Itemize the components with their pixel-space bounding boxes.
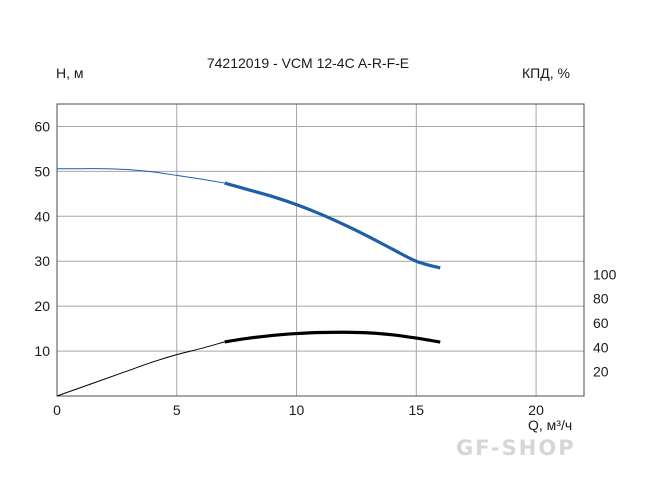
y2-tick-label: 20 bbox=[593, 364, 609, 380]
x-tick-label: 20 bbox=[528, 402, 544, 418]
y-axis-label: Н, м bbox=[56, 65, 84, 81]
y-tick-label: 30 bbox=[34, 253, 50, 269]
head-curve-working bbox=[224, 181, 441, 270]
chart-title: 74212019 - VCM 12-4C A-R-F-E bbox=[207, 55, 409, 71]
y-tick-label: 10 bbox=[34, 343, 50, 359]
grid-lines bbox=[57, 104, 584, 396]
x-axis-label: Q, м³/ч bbox=[528, 417, 572, 433]
y2-axis-label: КПД, % bbox=[522, 65, 570, 81]
head-curve-extended bbox=[57, 168, 225, 184]
y-tick-label: 20 bbox=[34, 298, 50, 314]
efficiency-curve-working bbox=[224, 330, 441, 344]
x-tick-label: 10 bbox=[289, 402, 305, 418]
y-tick-label: 50 bbox=[34, 163, 50, 179]
x-tick-label: 15 bbox=[409, 402, 425, 418]
y-tick-label: 60 bbox=[34, 118, 50, 134]
series-lines bbox=[56, 168, 441, 397]
y2-tick-label: 80 bbox=[593, 291, 609, 307]
y2-tick-label: 40 bbox=[593, 339, 609, 355]
watermark-logo: GF-SHOP bbox=[456, 436, 576, 460]
efficiency-curve-extended bbox=[56, 341, 225, 397]
y2-tick-label: 100 bbox=[593, 266, 617, 282]
y-tick-label: 40 bbox=[34, 208, 50, 224]
y2-tick-label: 60 bbox=[593, 315, 609, 331]
tick-labels: 0 5 10 15 20 10 20 30 40 50 60 20 40 60 80 100 bbox=[34, 118, 616, 418]
plot-frame bbox=[56, 103, 585, 397]
x-tick-label: 5 bbox=[173, 402, 181, 418]
x-tick-label: 0 bbox=[53, 402, 61, 418]
